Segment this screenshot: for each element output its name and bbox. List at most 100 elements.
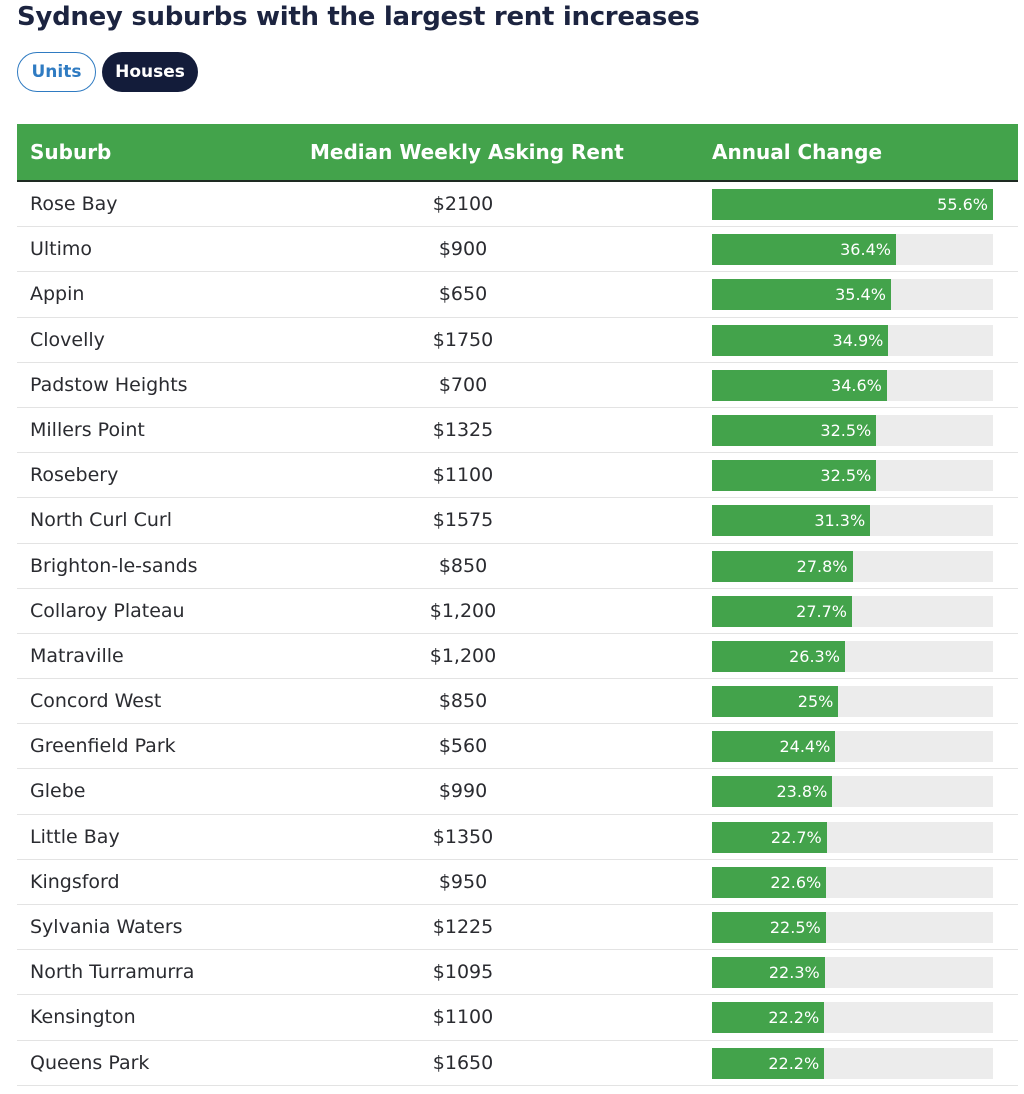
rent-cell: $1100 <box>432 1006 494 1029</box>
table-row: Queens Park $1650 22.2% <box>17 1041 1018 1086</box>
rent-cell: $2100 <box>432 193 494 215</box>
change-bar-label: 32.5% <box>820 420 872 440</box>
change-bar-label: 32.5% <box>820 466 872 486</box>
houses-toggle-button[interactable]: Houses <box>102 52 198 92</box>
suburb-cell: Greenfield Park <box>30 735 176 758</box>
suburb-cell: Little Bay <box>30 825 120 848</box>
suburb-cell: Sylvania Waters <box>30 916 183 938</box>
table-row: Kensington $1100 22.2% <box>17 995 1018 1041</box>
change-bar: 32.5% <box>712 460 877 492</box>
change-bar-track: 34.6% <box>712 369 993 401</box>
rent-cell: $700 <box>438 373 488 396</box>
suburb-cell: Glebe <box>30 780 86 803</box>
table-row: North Turramurra $1095 22.3% <box>17 950 1018 996</box>
rent-cell: $1095 <box>432 961 494 984</box>
rent-cell: $1325 <box>432 418 494 441</box>
change-bar: 27.7% <box>712 595 852 627</box>
column-header-suburb[interactable]: Suburb <box>30 140 112 164</box>
rent-cell: $1650 <box>432 1051 494 1074</box>
change-bar-track: 22.3% <box>712 957 993 989</box>
change-bar-track: 23.8% <box>712 776 993 808</box>
change-bar-label: 34.9% <box>832 330 884 350</box>
change-bar-track: 36.4% <box>712 234 993 266</box>
column-header-rent[interactable]: Median Weekly Asking Rent <box>310 140 624 164</box>
suburb-cell: Kensington <box>30 1006 136 1029</box>
table-row: Brighton-le-sands $850 27.8% <box>17 544 1018 589</box>
rent-cell: $650 <box>438 283 488 306</box>
change-bar: 55.6% <box>712 189 993 220</box>
table-row: Appin $650 35.4% <box>17 272 1018 318</box>
rent-increase-table: Suburb Median Weekly Asking Rent Annual … <box>17 124 1018 1086</box>
table-row: Concord West $850 25% <box>17 679 1018 725</box>
units-toggle-button[interactable]: Units <box>17 52 96 92</box>
suburb-cell: Kingsford <box>30 870 120 893</box>
page-title: Sydney suburbs with the largest rent inc… <box>17 2 700 32</box>
suburb-cell: Appin <box>30 283 85 306</box>
table-row: Matraville $1,200 26.3% <box>17 634 1018 680</box>
change-bar: 34.9% <box>712 324 889 356</box>
change-bar-track: 35.4% <box>712 279 993 311</box>
suburb-cell: Collaroy Plateau <box>30 599 185 622</box>
change-bar-track: 34.9% <box>712 324 993 356</box>
suburb-cell: Clovelly <box>30 328 105 351</box>
rent-cell: $1,200 <box>429 644 497 667</box>
column-header-annual-change[interactable]: Annual Change <box>712 140 883 164</box>
change-bar-label: 22.6% <box>770 872 822 892</box>
change-bar: 32.5% <box>712 414 877 446</box>
suburb-cell: North Turramurra <box>30 961 195 984</box>
change-bar: 34.6% <box>712 369 887 401</box>
change-bar: 22.3% <box>712 957 825 989</box>
table-row: Greenfield Park $560 24.4% <box>17 724 1018 770</box>
change-bar-track: 22.2% <box>712 1002 993 1034</box>
table-row: North Curl Curl $1575 31.3% <box>17 498 1018 544</box>
change-bar-label: 27.7% <box>796 601 847 621</box>
change-bar: 22.7% <box>712 821 827 853</box>
change-bar-track: 27.7% <box>712 595 993 627</box>
change-bar: 22.5% <box>712 912 826 943</box>
change-bar: 22.2% <box>712 1002 825 1034</box>
change-bar-label: 55.6% <box>937 195 988 214</box>
suburb-cell: Padstow Heights <box>30 373 188 396</box>
rent-cell: $850 <box>438 690 488 713</box>
property-type-toggle: Units Houses <box>17 52 198 92</box>
change-bar-track: 22.6% <box>712 866 993 898</box>
rent-cell: $1575 <box>432 509 494 532</box>
change-bar-track: 22.2% <box>712 1047 993 1079</box>
table-row: Glebe $990 23.8% <box>17 769 1018 815</box>
change-bar: 22.6% <box>712 866 827 898</box>
suburb-cell: Rose Bay <box>30 193 118 215</box>
rent-cell: $560 <box>438 735 488 758</box>
change-bar-label: 24.4% <box>779 737 831 757</box>
table-row: Sylvania Waters $1225 22.5% <box>17 905 1018 951</box>
change-bar: 26.3% <box>712 640 845 672</box>
change-bar-label: 27.8% <box>796 556 848 576</box>
table-row: Kingsford $950 22.6% <box>17 860 1018 905</box>
suburb-cell: Millers Point <box>30 418 145 441</box>
table-row: Little Bay $1350 22.7% <box>17 815 1018 860</box>
change-bar-label: 36.4% <box>840 240 891 260</box>
change-bar: 35.4% <box>712 279 891 311</box>
change-bar-track: 31.3% <box>712 505 993 537</box>
table-row: Ultimo $900 36.4% <box>17 227 1018 273</box>
table-row: Clovelly $1750 34.9% <box>17 318 1018 363</box>
table-row: Padstow Heights $700 34.6% <box>17 363 1018 408</box>
change-bar-track: 32.5% <box>712 414 993 446</box>
change-bar-track: 25% <box>712 686 993 718</box>
table-header: Suburb Median Weekly Asking Rent Annual … <box>17 124 1018 182</box>
change-bar-label: 22.3% <box>768 963 820 983</box>
rent-cell: $900 <box>438 238 488 261</box>
change-bar-label: 22.2% <box>768 1053 820 1073</box>
rent-cell: $1100 <box>432 464 494 487</box>
suburb-cell: Concord West <box>30 690 162 713</box>
suburb-cell: Queens Park <box>30 1051 150 1074</box>
change-bar-label: 22.5% <box>769 918 821 937</box>
change-bar-track: 32.5% <box>712 460 993 492</box>
rent-cell: $1350 <box>432 825 494 848</box>
rent-cell: $1,200 <box>429 599 497 622</box>
rent-cell: $1225 <box>432 916 494 938</box>
change-bar-label: 26.3% <box>789 646 840 666</box>
rent-cell: $850 <box>438 554 488 577</box>
change-bar-track: 22.5% <box>712 912 993 943</box>
suburb-cell: Matraville <box>30 644 124 667</box>
change-bar: 23.8% <box>712 776 833 808</box>
